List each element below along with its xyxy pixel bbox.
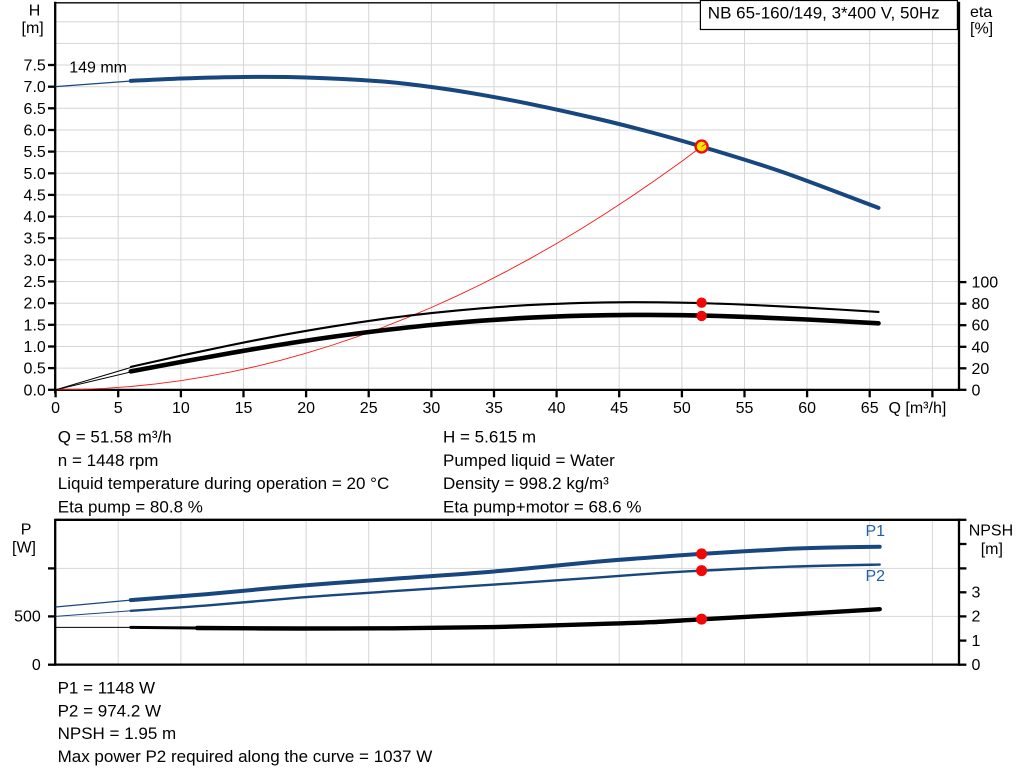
svg-text:[m]: [m] (981, 541, 1003, 558)
svg-text:2: 2 (972, 609, 981, 626)
svg-text:65: 65 (861, 400, 879, 417)
svg-text:100: 100 (972, 275, 999, 292)
svg-text:4.0: 4.0 (24, 209, 46, 226)
svg-text:1.5: 1.5 (24, 317, 46, 334)
svg-text:NB 65-160/149, 3*400 V, 50Hz: NB 65-160/149, 3*400 V, 50Hz (708, 4, 940, 23)
svg-text:P2: P2 (866, 568, 886, 585)
svg-text:NPSH: NPSH (969, 523, 1013, 540)
svg-text:149 mm: 149 mm (69, 59, 127, 76)
svg-text:Q = 51.58 m³/h: Q = 51.58 m³/h (58, 428, 172, 447)
svg-text:[m]: [m] (22, 20, 44, 37)
svg-text:2.5: 2.5 (24, 274, 46, 291)
svg-text:20: 20 (972, 361, 990, 378)
svg-text:4.5: 4.5 (24, 187, 46, 204)
svg-text:6.5: 6.5 (24, 101, 46, 118)
svg-text:6.0: 6.0 (24, 123, 46, 140)
svg-text:P1: P1 (866, 523, 886, 540)
svg-text:0.0: 0.0 (24, 382, 46, 399)
svg-text:10: 10 (172, 400, 190, 417)
svg-text:[W]: [W] (12, 540, 36, 557)
svg-text:30: 30 (423, 400, 441, 417)
svg-text:0: 0 (51, 400, 60, 417)
svg-text:Eta pump+motor = 68.6 %: Eta pump+motor = 68.6 % (443, 497, 641, 516)
svg-text:Eta pump = 80.8 %: Eta pump = 80.8 % (58, 497, 203, 516)
svg-text:0.5: 0.5 (24, 361, 46, 378)
svg-text:40: 40 (972, 339, 990, 356)
svg-text:H: H (29, 2, 41, 19)
svg-text:3: 3 (972, 585, 981, 602)
svg-text:45: 45 (610, 400, 628, 417)
svg-text:Liquid temperature during oper: Liquid temperature during operation = 20… (58, 474, 389, 493)
svg-text:P1 = 1148 W: P1 = 1148 W (58, 679, 156, 698)
svg-text:2.0: 2.0 (24, 296, 46, 313)
svg-text:35: 35 (485, 400, 503, 417)
svg-text:P2 = 974.2 W: P2 = 974.2 W (58, 701, 161, 720)
svg-text:0: 0 (32, 657, 41, 674)
svg-text:7.0: 7.0 (24, 79, 46, 96)
svg-text:40: 40 (548, 400, 566, 417)
svg-text:5: 5 (114, 400, 123, 417)
svg-text:Max power P2 required along th: Max power P2 required along the curve = … (58, 747, 433, 766)
svg-text:5.0: 5.0 (24, 166, 46, 183)
svg-text:eta: eta (970, 4, 992, 21)
svg-text:NPSH = 1.95 m: NPSH = 1.95 m (58, 724, 177, 743)
svg-text:3.0: 3.0 (24, 252, 46, 269)
svg-text:1.0: 1.0 (24, 339, 46, 356)
svg-text:0: 0 (972, 657, 981, 674)
svg-text:0: 0 (972, 382, 981, 399)
svg-text:n = 1448 rpm: n = 1448 rpm (58, 451, 159, 470)
svg-text:15: 15 (235, 400, 253, 417)
svg-text:60: 60 (798, 400, 816, 417)
svg-text:1: 1 (972, 633, 981, 650)
svg-text:55: 55 (736, 400, 754, 417)
svg-text:5.5: 5.5 (24, 144, 46, 161)
svg-text:7.5: 7.5 (24, 58, 46, 75)
svg-text:Pumped liquid = Water: Pumped liquid = Water (443, 451, 615, 470)
svg-text:80: 80 (972, 296, 990, 313)
svg-text:60: 60 (972, 318, 990, 335)
svg-text:P: P (21, 522, 32, 539)
svg-text:[%]: [%] (970, 21, 993, 38)
svg-text:H = 5.615 m: H = 5.615 m (443, 428, 536, 447)
svg-text:500: 500 (14, 609, 41, 626)
svg-text:Q [m³/h]: Q [m³/h] (889, 400, 947, 417)
svg-text:25: 25 (360, 400, 378, 417)
svg-text:20: 20 (297, 400, 315, 417)
svg-text:3.5: 3.5 (24, 231, 46, 248)
svg-text:Density = 998.2 kg/m³: Density = 998.2 kg/m³ (443, 474, 609, 493)
svg-text:50: 50 (673, 400, 691, 417)
